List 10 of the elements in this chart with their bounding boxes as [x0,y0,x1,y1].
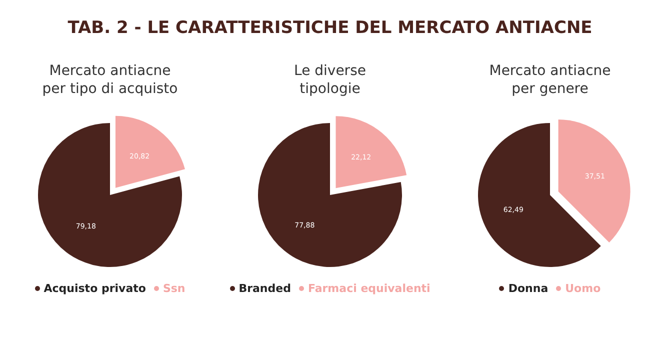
chart-title: Le diverse tipologie [294,62,366,98]
legend-label: Donna [507,282,548,295]
text: TAB. 2 - LE CARATTERISTICHE DEL MERCATO ANTIACNE [66,17,594,40]
chart-title: Mercato antiacne per genere [489,62,611,98]
legend-label: Farmaci equivalenti [306,282,430,295]
legend-label: Ssn [162,282,186,295]
legend-label: Uomo [564,282,601,295]
legend-label: Branded [238,282,291,295]
legend-label: Acquisto privato [42,282,146,295]
chart-title: Mercato antiacne per tipo di acquisto [42,62,178,98]
